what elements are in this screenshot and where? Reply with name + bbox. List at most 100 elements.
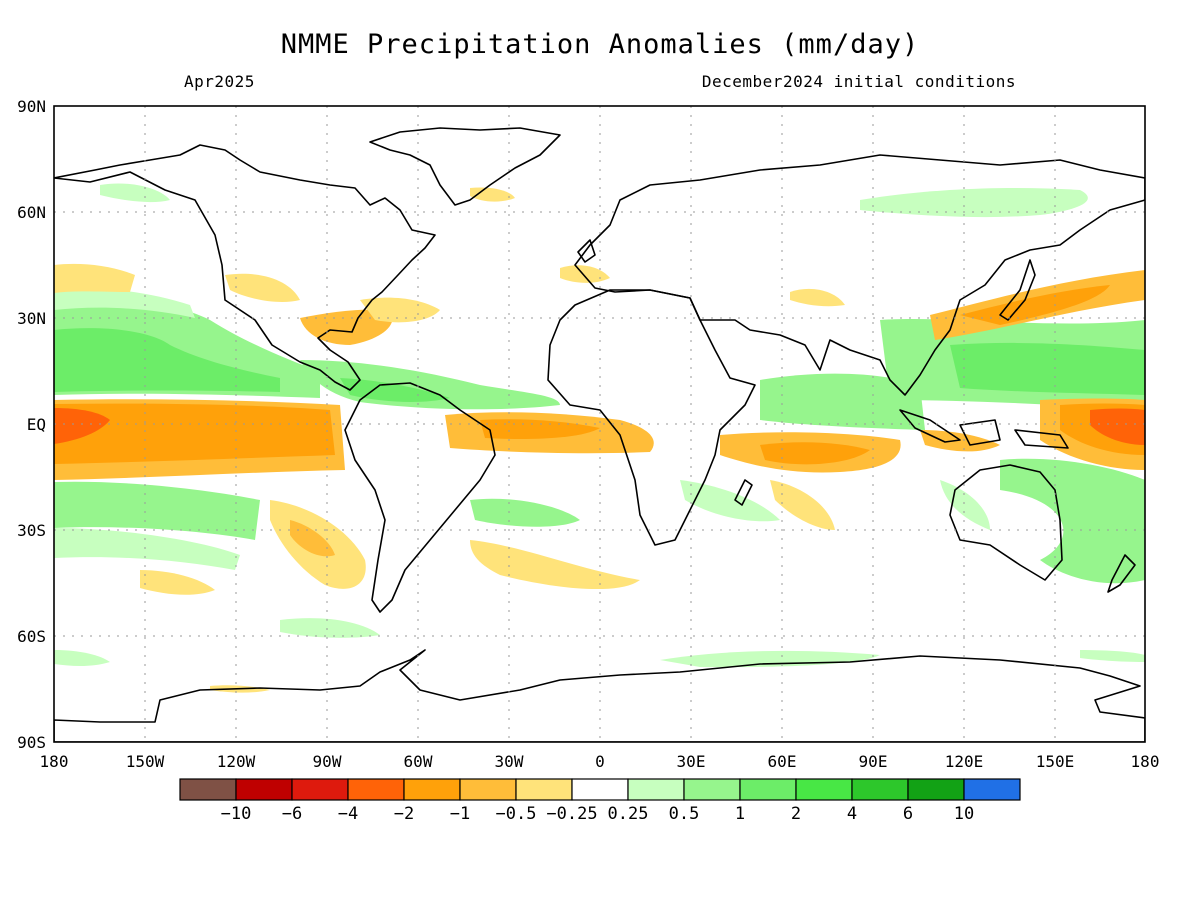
colorbar-swatch	[291, 778, 349, 801]
lat-tick-label: 30S	[17, 521, 46, 540]
anomaly-region	[340, 378, 450, 402]
anomaly-region	[54, 528, 240, 570]
anomaly-region	[54, 481, 260, 540]
lon-tick-label: 150W	[126, 752, 165, 771]
colorbar-swatch	[627, 778, 685, 801]
continent-outline	[369, 127, 561, 206]
anomaly-region	[760, 442, 870, 465]
anomaly-region	[54, 288, 195, 318]
valid-month-label: Apr2025	[184, 72, 255, 91]
lon-tick-label: 180	[1131, 752, 1160, 771]
anomaly-region	[290, 520, 335, 557]
latitude-axis: 90N 60N 30N EQ 30S 60S 90S	[17, 97, 46, 752]
colorbar-tick-label: 1	[735, 804, 745, 824]
colorbar-swatch	[795, 778, 853, 801]
anomaly-region	[790, 288, 845, 307]
figure-title: NMME Precipitation Anomalies (mm/day)	[281, 29, 919, 60]
lat-tick-label: 60S	[17, 627, 46, 646]
lon-tick-label: 150E	[1036, 752, 1075, 771]
anomaly-region	[950, 342, 1145, 395]
anomaly-region	[54, 650, 110, 666]
lon-tick-label: 0	[595, 752, 605, 771]
colorbar-legend: −10 −6 −4 −2 −1 −0.5 −0.25 0.25 0.5 1 2 4 6 10	[179, 778, 1021, 824]
continent-outline	[574, 154, 1145, 396]
lon-tick-label: 30E	[677, 752, 706, 771]
lon-tick-label: 90W	[313, 752, 342, 771]
anomaly-region	[480, 419, 600, 439]
anomaly-region	[280, 618, 380, 638]
anomaly-region	[940, 480, 990, 530]
anomaly-region	[100, 183, 170, 203]
anomaly-region	[1090, 408, 1145, 445]
continent-outline	[344, 382, 496, 613]
lon-tick-label: 60W	[404, 752, 433, 771]
colorbar-swatch	[459, 778, 517, 801]
lon-tick-label: 60E	[768, 752, 797, 771]
anomaly-region	[960, 285, 1110, 325]
lon-tick-label: 30W	[495, 752, 524, 771]
anomaly-region	[360, 297, 440, 323]
anomaly-region	[680, 480, 780, 522]
colorbar-tick-label: −0.5	[496, 804, 537, 824]
colorbar-tick-label: −6	[282, 804, 302, 824]
colorbar-tick-label: −10	[221, 804, 252, 824]
colorbar-tick-label: −0.25	[546, 804, 597, 824]
colorbar-swatch	[235, 778, 293, 801]
anomaly-region	[1000, 458, 1145, 584]
anomaly-region	[140, 570, 215, 595]
continent-outline	[1107, 554, 1136, 593]
lat-tick-label: 90S	[17, 733, 46, 752]
colorbar-tick-label: −2	[394, 804, 414, 824]
anomaly-region	[560, 265, 610, 283]
continent-outline	[54, 649, 1145, 742]
lat-tick-label: 60N	[17, 203, 46, 222]
continent-outline	[999, 259, 1036, 321]
longitude-axis: 180 150W 120W 90W 60W 30W 0 30E 60E 90E …	[40, 752, 1160, 771]
lon-tick-label: 180	[40, 752, 69, 771]
lon-tick-label: 120W	[217, 752, 256, 771]
continent-outline	[734, 479, 753, 506]
colorbar-tick-label: 0.5	[669, 804, 700, 824]
anomaly-region	[470, 498, 580, 527]
coastlines	[54, 127, 1145, 742]
colorbar-swatch	[403, 778, 461, 801]
map-area	[54, 106, 1145, 742]
lat-tick-label: 90N	[17, 97, 46, 116]
anomaly-region	[770, 480, 835, 530]
colorbar-tick-label: 2	[791, 804, 801, 824]
anomaly-region	[54, 328, 280, 392]
colorbar-swatch	[347, 778, 405, 801]
continent-outline	[949, 464, 1063, 581]
colorbar-tick-label: 0.25	[608, 804, 649, 824]
colorbar-tick-label: −1	[450, 804, 470, 824]
colorbar-swatch	[963, 778, 1021, 801]
colorbar-tick-label: 6	[903, 804, 913, 824]
graticule	[54, 106, 1145, 742]
continent-outline	[899, 409, 961, 443]
anomaly-region	[1080, 650, 1145, 662]
colorbar-swatch	[851, 778, 909, 801]
colorbar-swatch	[179, 778, 237, 801]
continent-outline	[54, 144, 436, 391]
colorbar-swatch	[571, 778, 629, 801]
lon-tick-label: 90E	[859, 752, 888, 771]
anomaly-region	[54, 408, 110, 444]
anomaly-region	[760, 373, 925, 430]
anomaly-region	[470, 540, 640, 590]
anomaly-region	[225, 273, 300, 302]
anomaly-region	[54, 263, 135, 293]
colorbar-swatch	[515, 778, 573, 801]
anomaly-region	[860, 188, 1088, 218]
colorbar-tick-label: 10	[954, 804, 974, 824]
continent-outline	[1014, 429, 1069, 449]
colorbar-tick-label: 4	[847, 804, 857, 824]
colorbar-swatch	[683, 778, 741, 801]
continent-outline	[959, 419, 1001, 446]
continent-outline	[577, 239, 596, 263]
lat-tick-label: 30N	[17, 309, 46, 328]
anomaly-region	[54, 403, 335, 464]
lon-tick-label: 120E	[945, 752, 984, 771]
colorbar-tick-label: −4	[338, 804, 358, 824]
colorbar-swatch	[907, 778, 965, 801]
